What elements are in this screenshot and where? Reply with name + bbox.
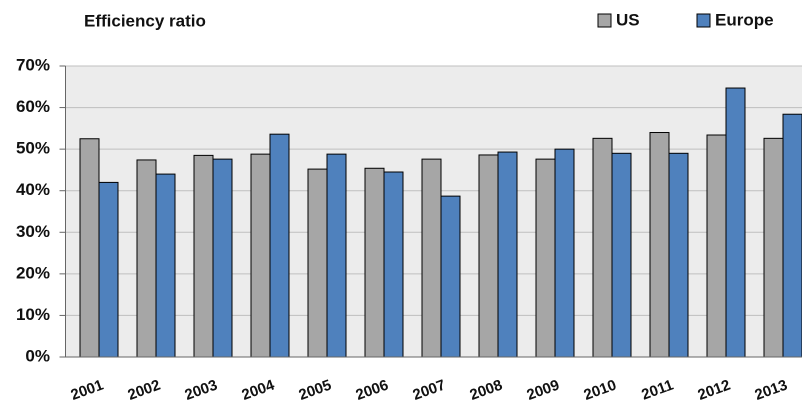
bar: [98, 181, 119, 358]
bar: [782, 113, 802, 358]
x-tick-label: 2006: [354, 377, 391, 404]
x-tick-label: 2013: [753, 377, 790, 404]
bar: [611, 152, 632, 358]
bar: [307, 168, 328, 358]
bar: [706, 134, 727, 358]
chart-title: Efficiency ratio: [84, 11, 206, 30]
bar: [725, 87, 746, 358]
x-tick-label: 2003: [183, 377, 220, 404]
x-tick-label: 2008: [468, 377, 505, 404]
x-tick-label: 2012: [696, 377, 733, 404]
y-tick-label: 60%: [16, 97, 50, 116]
bar: [763, 137, 784, 358]
bar: [250, 153, 271, 358]
x-tick-label: 2009: [525, 377, 562, 404]
bar: [155, 173, 176, 358]
x-tick-label: 2004: [240, 376, 278, 404]
bar: [79, 138, 100, 358]
x-tick-label: 2005: [297, 377, 334, 404]
bar: [269, 133, 290, 358]
bar: [212, 158, 233, 358]
bar: [497, 151, 518, 358]
x-tick-label: 2007: [411, 377, 448, 404]
x-tick-label: 2002: [126, 377, 163, 404]
bar: [478, 154, 499, 358]
x-tick-label: 2011: [639, 377, 675, 404]
bar: [326, 153, 347, 358]
y-tick-label: 40%: [16, 180, 50, 199]
bar: [421, 158, 442, 358]
x-tick-label: 2001: [69, 377, 106, 404]
y-tick-label: 10%: [16, 305, 50, 324]
legend-label: Europe: [715, 10, 774, 29]
y-tick-label: 0%: [25, 346, 50, 365]
y-tick-label: 20%: [16, 263, 50, 282]
y-tick-label: 50%: [16, 139, 50, 158]
bar: [668, 152, 689, 358]
bar: [193, 154, 214, 358]
y-tick-label: 30%: [16, 222, 50, 241]
x-tick-label: 2010: [582, 377, 619, 404]
bar: [383, 171, 404, 358]
bar: [535, 158, 556, 358]
bar: [554, 148, 575, 358]
bar: [136, 159, 157, 358]
bar: [440, 195, 461, 358]
legend-swatch: [696, 13, 711, 28]
legend-swatch: [597, 13, 612, 28]
y-tick-label: 70%: [16, 55, 50, 74]
bar: [364, 167, 385, 358]
bar: [592, 137, 613, 358]
bar: [649, 132, 670, 358]
legend-label: US: [616, 10, 640, 29]
